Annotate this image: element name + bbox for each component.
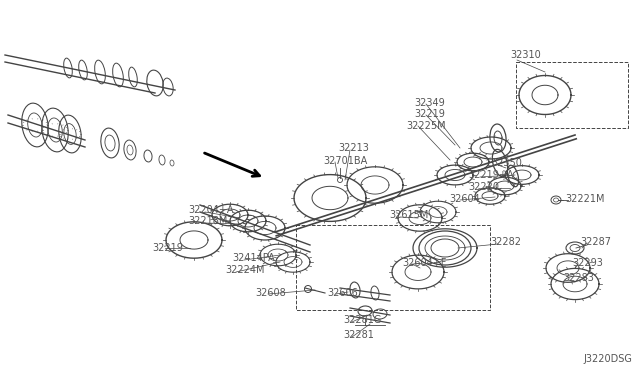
Text: 32224M: 32224M <box>225 265 264 275</box>
Text: 32349: 32349 <box>414 98 445 108</box>
Text: 32606: 32606 <box>327 288 358 298</box>
Text: 32310: 32310 <box>510 50 541 60</box>
Text: 32608: 32608 <box>255 288 285 298</box>
Text: 32204+A: 32204+A <box>188 205 234 215</box>
Text: 32282: 32282 <box>490 237 521 247</box>
Text: 32350: 32350 <box>491 158 522 168</box>
Text: 32414PA: 32414PA <box>232 253 275 263</box>
Text: 32615M: 32615M <box>389 210 428 220</box>
Text: 32220: 32220 <box>468 182 499 192</box>
Text: 32287: 32287 <box>580 237 611 247</box>
Text: 32604: 32604 <box>449 194 480 204</box>
Text: 32293: 32293 <box>572 258 603 268</box>
Text: 32283: 32283 <box>563 273 594 283</box>
Text: 32701BA: 32701BA <box>323 156 367 166</box>
Text: 32213: 32213 <box>338 143 369 153</box>
Text: 32219+A: 32219+A <box>468 170 513 180</box>
Text: 32221M: 32221M <box>565 194 605 204</box>
Text: 32281G: 32281G <box>343 315 381 325</box>
Text: 32218M: 32218M <box>188 216 227 226</box>
Text: 32225M: 32225M <box>406 121 445 131</box>
Text: J3220DSG: J3220DSG <box>583 354 632 364</box>
Text: 32281: 32281 <box>343 330 374 340</box>
Text: 32604+F: 32604+F <box>402 258 446 268</box>
Text: 32219: 32219 <box>152 243 183 253</box>
Text: 32219: 32219 <box>414 109 445 119</box>
